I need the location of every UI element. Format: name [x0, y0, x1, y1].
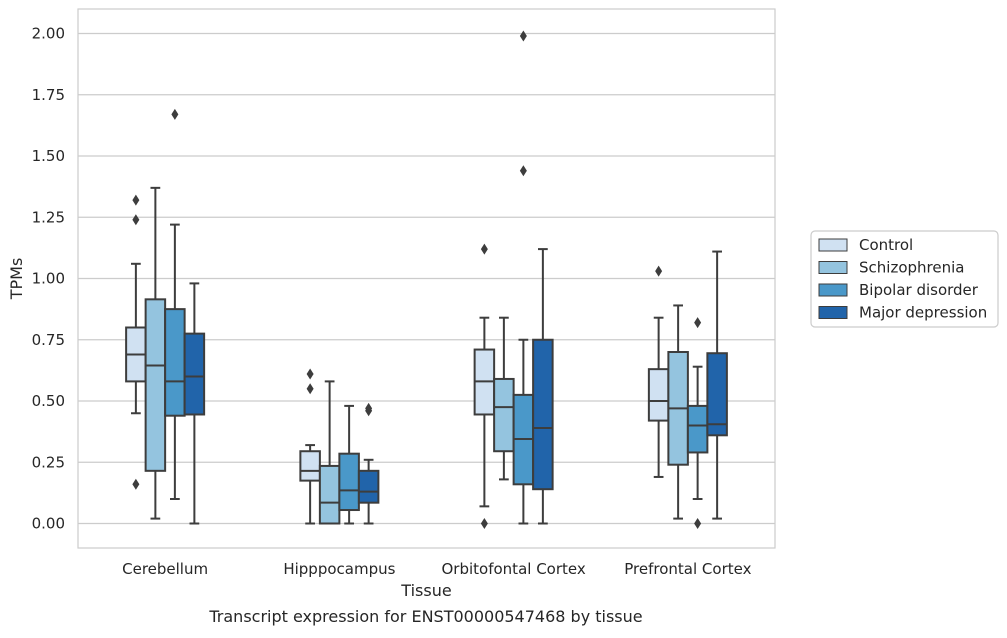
- y-axis-label: TPMs: [7, 258, 26, 301]
- box-major-depression-hipppocampus: [357, 402, 380, 525]
- box-schizophrenia-prefrontal-cortex: [667, 304, 689, 520]
- outlier-point: [694, 317, 702, 329]
- outlier-point: [519, 165, 527, 177]
- box-iqr: [706, 352, 728, 437]
- legend-label: Bipolar disorder: [859, 281, 979, 299]
- box-iqr: [183, 332, 206, 416]
- box-bipolar-disorder-hipppocampus: [338, 404, 360, 525]
- y-tick-label: 1.00: [32, 270, 65, 288]
- outlier-point: [694, 518, 702, 529]
- x-tick-label: Hipppocampus: [283, 560, 395, 578]
- box-iqr: [164, 308, 186, 417]
- box-major-depression-cerebellum: [183, 282, 206, 525]
- x-tick-labels: Cerebellum Hipppocampus Orbitofontal Corte…: [122, 560, 751, 578]
- outlier-point: [480, 243, 488, 255]
- outlier-point: [132, 478, 140, 490]
- box-schizophrenia-orbitofontal-cortex: [493, 316, 515, 481]
- box-control-hipppocampus: [299, 368, 321, 525]
- legend-swatch: [818, 238, 848, 252]
- box-control-prefrontal-cortex: [647, 265, 670, 478]
- legend-label: Major depression: [859, 304, 987, 322]
- box-major-depression-prefrontal-cortex: [706, 250, 728, 520]
- outlier-point: [171, 108, 179, 120]
- legend-frame: [810, 230, 999, 328]
- y-tick-label: 0.25: [32, 453, 65, 471]
- y-tick-label: 1.75: [32, 86, 65, 104]
- box-iqr: [299, 450, 321, 482]
- box-iqr: [493, 377, 515, 453]
- outlier-point: [480, 518, 488, 529]
- box-schizophrenia-hipppocampus: [318, 380, 341, 525]
- outlier-point: [306, 368, 314, 380]
- x-axis-label: Tissue: [400, 581, 451, 600]
- box-control-orbitofontal-cortex: [473, 243, 496, 529]
- box-iqr: [686, 404, 709, 454]
- legend: Control Schizophrenia Bipolar disorder Majo…: [810, 230, 999, 328]
- box-iqr: [647, 368, 670, 422]
- box-schizophrenia-cerebellum: [144, 186, 167, 520]
- x-tick-label: Orbitofontal Cortex: [442, 560, 586, 578]
- y-tick-label: 0.50: [32, 392, 65, 410]
- y-tick-label: 0.75: [32, 331, 65, 349]
- x-tick-label: Cerebellum: [122, 560, 208, 578]
- box-major-depression-orbitofontal-cortex: [532, 248, 554, 525]
- outlier-point: [306, 383, 314, 395]
- box-iqr: [338, 452, 360, 512]
- box-bipolar-disorder-cerebellum: [164, 108, 186, 500]
- plot-frame: [77, 8, 776, 549]
- y-tick-label: 0.00: [32, 515, 65, 533]
- outlier-point: [132, 214, 140, 226]
- box-bipolar-disorder-prefrontal-cortex: [686, 317, 709, 529]
- y-tick-labels: 0.00 0.25 0.50 0.75 1.00 1.25 1.50 1.75 2.00: [32, 25, 65, 533]
- legend-swatch: [818, 306, 848, 319]
- legend-label: Schizophrenia: [859, 259, 964, 277]
- legend-swatch: [818, 283, 848, 297]
- box-control-cerebellum: [125, 194, 147, 490]
- outlier-point: [365, 402, 373, 414]
- outlier-point: [655, 265, 663, 277]
- y-tick-label: 2.00: [32, 25, 65, 43]
- box-iqr: [318, 464, 341, 525]
- box-iqr: [144, 298, 167, 472]
- box-bipolar-disorder-orbitofontal-cortex: [512, 30, 535, 525]
- chart-caption: Transcript expression for ENST0000054746…: [208, 607, 642, 626]
- legend-label: Control: [859, 236, 913, 254]
- x-tick-label: Prefrontal Cortex: [624, 560, 751, 578]
- outlier-point: [519, 30, 527, 42]
- box-iqr: [357, 469, 380, 504]
- outlier-point: [132, 194, 140, 206]
- legend-swatch: [818, 261, 848, 274]
- boxes: [125, 30, 728, 529]
- y-tick-label: 1.25: [32, 208, 65, 226]
- y-tick-label: 1.50: [32, 147, 65, 165]
- box-iqr: [532, 338, 554, 491]
